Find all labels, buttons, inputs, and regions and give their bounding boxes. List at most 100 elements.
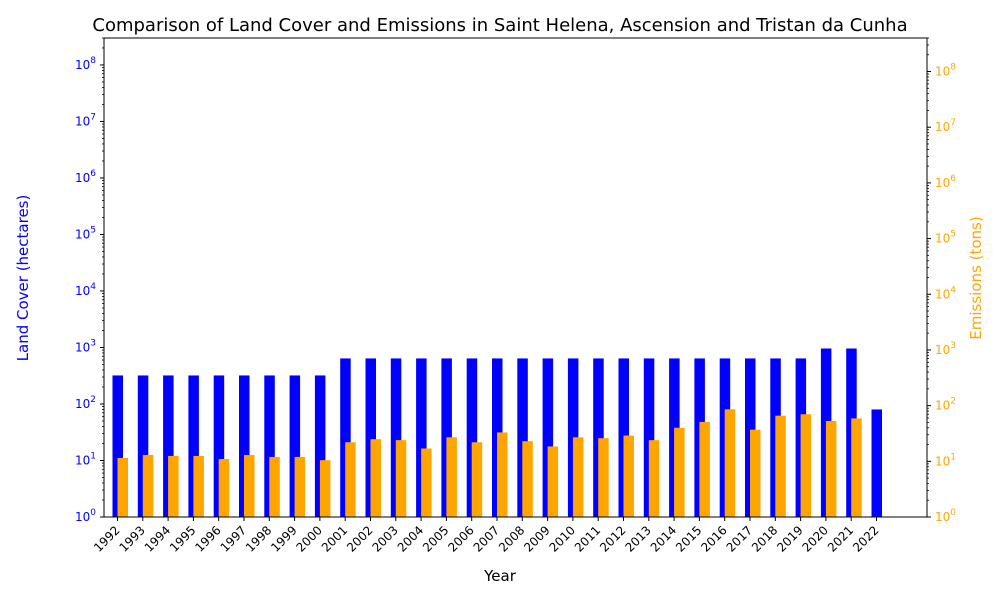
bar-land-cover-2003	[390, 358, 402, 517]
bar-land-cover-2004	[416, 358, 427, 517]
x-tick-label-2019: 2019	[774, 523, 805, 554]
bar-emissions-2005	[446, 437, 457, 517]
x-tick-label-2001: 2001	[319, 523, 350, 554]
x-tick-label-2018: 2018	[749, 523, 780, 554]
x-axis-label: Year	[483, 567, 517, 585]
bar-land-cover-2001	[340, 358, 351, 517]
bar-emissions-1999	[294, 456, 306, 517]
x-tick-label-1993: 1993	[116, 523, 147, 554]
bar-land-cover-2008	[517, 358, 528, 517]
bar-land-cover-2011	[593, 358, 604, 517]
x-tick-label-2014: 2014	[648, 523, 679, 554]
bar-land-cover-1999	[289, 375, 301, 517]
y-left-tick-label-8: 108	[75, 56, 96, 72]
chart-title: Comparison of Land Cover and Emissions i…	[92, 15, 907, 36]
bar-emissions-1998	[269, 456, 280, 517]
y-right-tick-label-1: 101	[935, 452, 956, 468]
bar-emissions-2004	[421, 448, 432, 517]
x-tick-label-1999: 1999	[268, 523, 299, 554]
y-right-tick-label-5: 105	[935, 230, 956, 246]
bar-emissions-1997	[244, 454, 255, 517]
bar-emissions-2006	[471, 442, 483, 517]
x-tick-label-2006: 2006	[445, 523, 476, 554]
y-right-tick-label-4: 104	[935, 285, 956, 301]
bar-emissions-2007	[497, 432, 508, 517]
plot-area: 1992199319941995199619971998199920002001…	[75, 37, 956, 555]
bar-emissions-2012	[623, 435, 634, 517]
bar-emissions-2003	[395, 440, 407, 517]
x-tick-label-2000: 2000	[294, 523, 325, 554]
bar-emissions-2019	[800, 414, 812, 517]
x-tick-label-2011: 2011	[572, 523, 603, 554]
bar-land-cover-1997	[239, 375, 250, 517]
x-tick-label-2005: 2005	[420, 523, 451, 554]
y-right-tick-label-2: 102	[935, 397, 956, 413]
x-tick-label-2009: 2009	[521, 523, 552, 554]
x-tick-label-2007: 2007	[471, 523, 502, 554]
bar-land-cover-2002	[365, 358, 376, 517]
x-tick-label-2013: 2013	[622, 523, 653, 554]
x-tick-label-2002: 2002	[344, 523, 375, 554]
x-tick-label-1998: 1998	[243, 523, 274, 554]
x-tick-label-2012: 2012	[597, 523, 628, 554]
x-tick-label-1996: 1996	[192, 523, 223, 554]
x-tick-label-2020: 2020	[800, 523, 831, 554]
x-tick-label-2021: 2021	[825, 523, 856, 554]
bar-land-cover-2006	[466, 358, 478, 517]
bar-land-cover-2009	[542, 358, 554, 517]
x-tick-label-2017: 2017	[724, 523, 755, 554]
y-right-tick-label-3: 103	[935, 341, 956, 357]
x-tick-label-1994: 1994	[142, 523, 173, 554]
y-left-tick-label-4: 104	[75, 282, 96, 298]
bar-land-cover-2022	[871, 409, 882, 517]
bar-emissions-2001	[345, 442, 356, 517]
x-tick-label-1995: 1995	[167, 523, 198, 554]
bar-land-cover-1993	[137, 375, 149, 517]
y-left-tick-label-6: 106	[75, 169, 96, 185]
x-tick-label-2003: 2003	[369, 523, 400, 554]
bar-emissions-2010	[572, 437, 584, 517]
bar-emissions-1993	[142, 454, 154, 517]
bar-land-cover-1992	[112, 375, 123, 517]
bar-land-cover-1994	[163, 375, 174, 517]
y-left-tick-label-5: 105	[75, 225, 96, 241]
bar-emissions-2016	[724, 409, 736, 517]
bar-emissions-2021	[851, 418, 862, 517]
y-left-tick-label-2: 102	[75, 395, 96, 411]
bar-land-cover-2000	[314, 375, 326, 517]
bar-land-cover-2013	[643, 358, 655, 517]
bar-emissions-2020	[825, 420, 837, 517]
y-left-tick-label-3: 103	[75, 338, 96, 354]
bar-emissions-2002	[370, 439, 381, 517]
y-right-tick-label-8: 108	[935, 63, 956, 79]
bar-land-cover-1998	[264, 375, 275, 517]
x-tick-label-1997: 1997	[218, 523, 249, 554]
bar-emissions-2011	[598, 438, 609, 517]
y-right-tick-label-6: 106	[935, 174, 956, 190]
x-tick-label-2022: 2022	[850, 523, 881, 554]
bar-emissions-2018	[775, 415, 786, 517]
y-left-tick-label-7: 107	[75, 112, 96, 128]
bar-emissions-2017	[750, 429, 761, 517]
bar-emissions-1992	[117, 457, 128, 517]
bar-emissions-2015	[699, 421, 710, 517]
x-tick-label-2015: 2015	[673, 523, 704, 554]
bar-emissions-1994	[168, 455, 179, 517]
bar-emissions-2013	[648, 440, 660, 517]
bar-emissions-1996	[218, 459, 230, 517]
y-axis-left-label: Land Cover (hectares)	[14, 195, 32, 362]
y-left-tick-label-1: 101	[75, 451, 96, 467]
x-tick-label-1992: 1992	[91, 523, 122, 554]
bar-emissions-2014	[674, 427, 685, 517]
bar-land-cover-1995	[188, 375, 199, 517]
x-tick-label-2016: 2016	[698, 523, 729, 554]
y-right-tick-label-0: 100	[935, 508, 956, 524]
bar-land-cover-1996	[213, 375, 225, 517]
bar-emissions-2009	[547, 446, 559, 517]
y-left-tick-label-0: 100	[75, 508, 96, 524]
x-tick-label-2008: 2008	[496, 523, 527, 554]
bar-emissions-1995	[193, 455, 204, 517]
x-tick-label-2010: 2010	[547, 523, 578, 554]
